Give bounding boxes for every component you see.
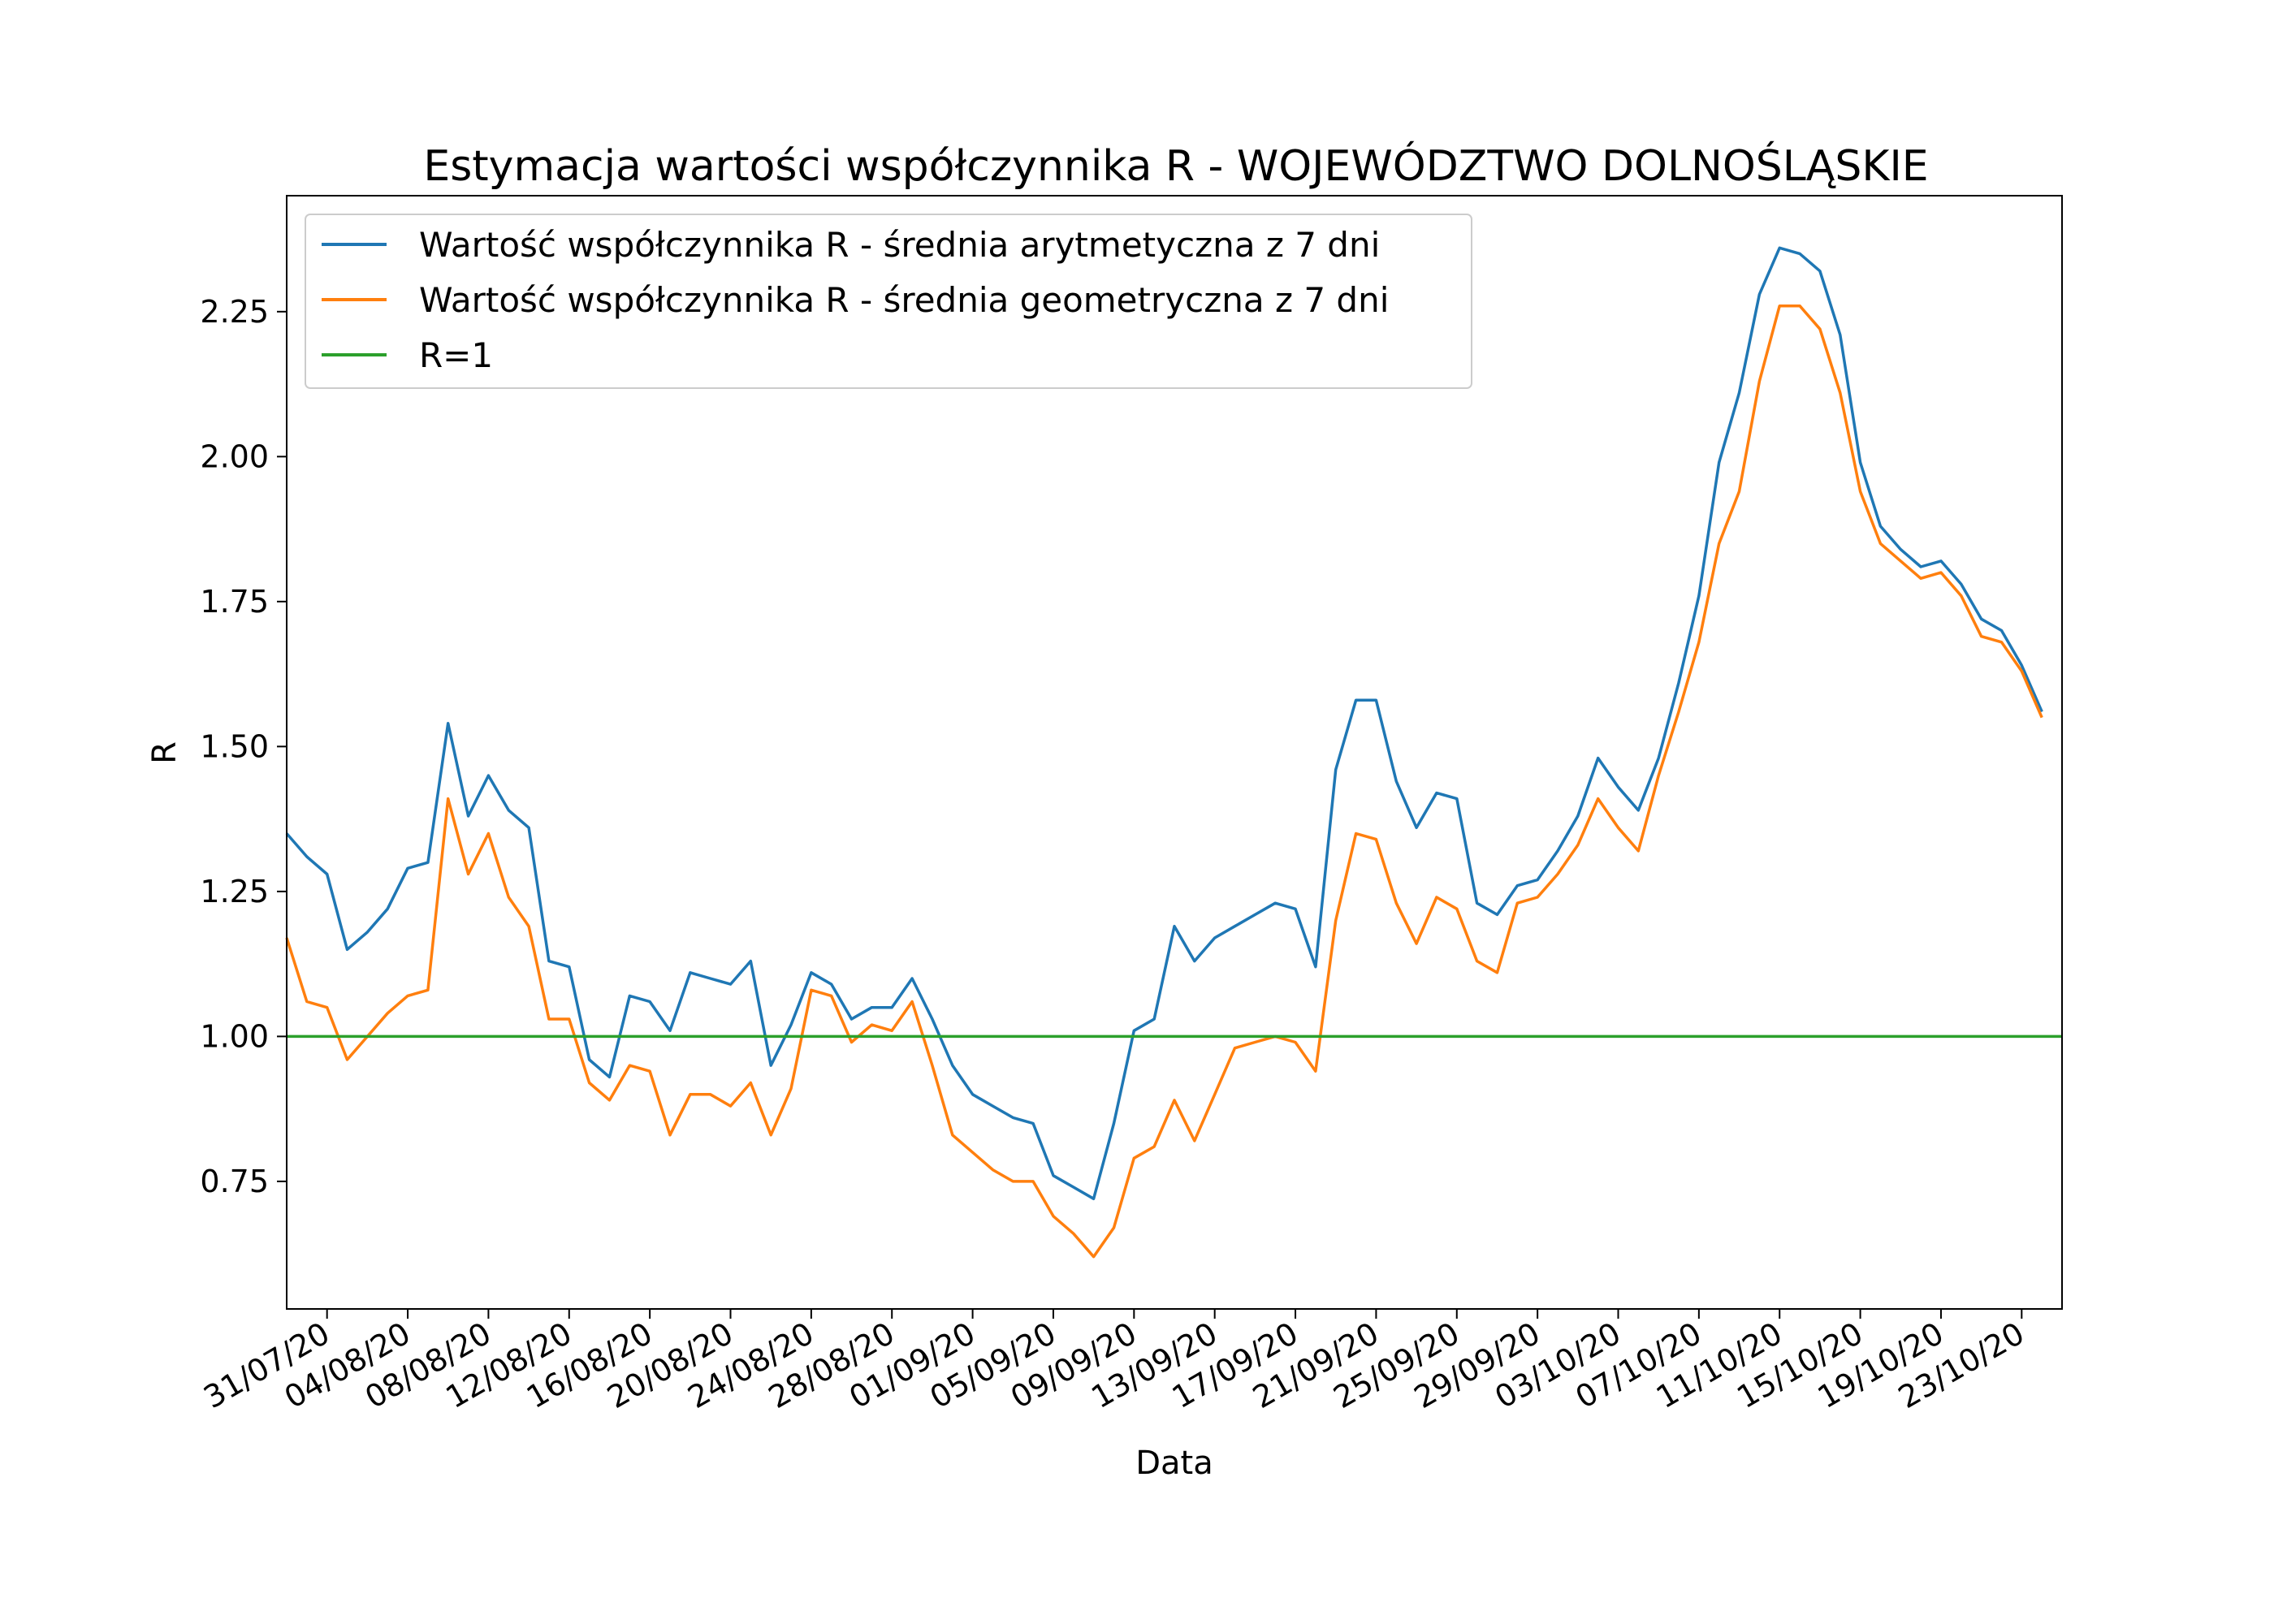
x-axis: 31/07/2004/08/2008/08/2012/08/2016/08/20…: [197, 1309, 2030, 1415]
legend: Wartość współczynnika R - średnia arytme…: [305, 214, 1472, 389]
legend-label-3: R=1: [419, 335, 493, 375]
legend-label-1: Wartość współczynnika R - średnia arytme…: [419, 225, 1380, 265]
legend-box: [305, 214, 1472, 389]
y-tick-label: 1.25: [200, 874, 269, 909]
series-line-2: [285, 304, 2043, 1259]
chart-title: Estymacja wartości współczynnika R - WOJ…: [423, 140, 1928, 191]
series-line-1: [285, 246, 2043, 1201]
y-tick-label: 0.75: [200, 1164, 269, 1199]
y-tick-label: 1.50: [200, 728, 269, 764]
y-tick-label: 1.75: [200, 584, 269, 620]
plot-frame: [286, 195, 2063, 1310]
y-axis-label: R: [146, 741, 184, 764]
legend-label-2: Wartość współczynnika R - średnia geomet…: [419, 280, 1389, 320]
y-axis: 0.75 1.00 1.25 1.50 1.75 2.00 2.25: [200, 294, 287, 1199]
x-axis-label: Data: [1135, 1445, 1213, 1482]
y-tick-label: 1.00: [200, 1018, 269, 1054]
y-tick-label: 2.25: [200, 294, 269, 330]
y-tick-label: 2.00: [200, 438, 269, 474]
plot-lines: [285, 246, 2062, 1259]
